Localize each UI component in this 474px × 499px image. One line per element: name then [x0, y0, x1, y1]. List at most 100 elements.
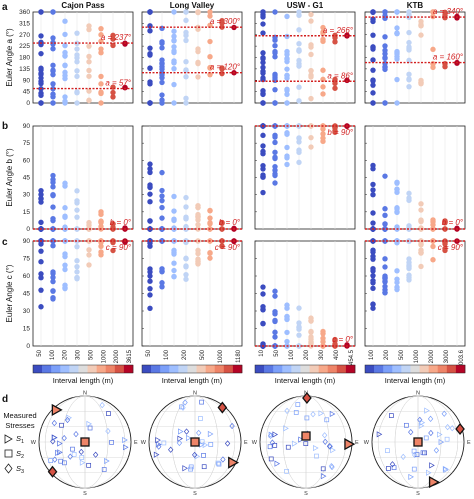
plot-area — [364, 11, 466, 104]
stereonet-point — [73, 430, 79, 438]
x-tick-label: 200 — [182, 349, 188, 360]
data-point — [171, 59, 177, 66]
data-point — [370, 9, 376, 15]
stereonet-point — [449, 425, 455, 432]
data-point — [260, 50, 266, 56]
compass-south: S — [193, 491, 197, 497]
stereonet-point — [389, 413, 394, 418]
data-point — [394, 76, 400, 83]
data-point — [320, 30, 326, 37]
data-point — [159, 238, 165, 244]
stereonet-point — [201, 453, 206, 458]
stereonet-point — [376, 431, 383, 438]
site-title: Long Valley — [170, 1, 215, 10]
data-point — [260, 64, 266, 71]
stereonet-point — [291, 440, 298, 447]
data-point — [418, 207, 424, 213]
stereonet-point — [220, 456, 226, 463]
data-point — [62, 72, 68, 79]
stereonet-point — [194, 453, 201, 460]
data-point — [159, 215, 165, 221]
data-point — [370, 265, 376, 272]
data-point — [159, 269, 165, 275]
data-point — [296, 27, 302, 33]
y-tick-label: 90 — [23, 77, 31, 84]
data-point — [272, 132, 278, 138]
data-point — [207, 53, 213, 60]
legend-label: S2 — [16, 449, 24, 460]
colorbar-segment — [142, 365, 152, 373]
data-point — [171, 100, 177, 106]
compass-east: E — [244, 440, 248, 446]
data-point — [418, 201, 424, 207]
stereonet-point — [285, 444, 291, 450]
data-point — [272, 317, 278, 324]
data-point — [171, 193, 177, 200]
data-point — [272, 139, 278, 146]
data-point — [260, 100, 266, 106]
stereonet-point — [201, 464, 207, 470]
data-point — [296, 63, 302, 69]
stereonet-point — [284, 407, 290, 414]
stereonet-point — [207, 430, 214, 438]
x-tick-label: 500 — [200, 349, 206, 360]
colorbar-frame — [32, 364, 134, 374]
compass-west: W — [31, 440, 37, 446]
data-point — [320, 339, 326, 345]
data-point — [38, 9, 44, 15]
data-point — [110, 238, 116, 244]
data-point — [183, 37, 189, 44]
data-point — [260, 56, 266, 62]
y-tick-label: 180 — [19, 55, 30, 62]
panel-label-c: c — [2, 237, 8, 248]
data-point — [62, 213, 68, 219]
data-point — [418, 32, 424, 38]
reference-annotation: a = 300° — [210, 17, 241, 26]
data-point — [98, 50, 104, 56]
stereonet-point — [92, 451, 99, 458]
x-tick-label: 1000 — [101, 349, 107, 363]
stereonet-point — [304, 415, 310, 421]
data-point — [86, 97, 92, 103]
data-point — [38, 41, 44, 48]
data-point — [38, 33, 44, 39]
data-point — [272, 329, 278, 335]
data-point — [171, 33, 177, 40]
reference-annotation: c = 90° — [438, 243, 464, 252]
stereonet-point — [414, 452, 420, 457]
y-tick-label: 15 — [23, 326, 31, 333]
data-point — [86, 88, 92, 94]
data-point — [207, 38, 213, 45]
x-tick-label: 500 — [88, 349, 94, 360]
data-point — [284, 131, 290, 137]
data-point — [296, 159, 302, 166]
data-point — [394, 180, 400, 186]
x-tick-label: 1180 — [236, 349, 242, 363]
data-point — [332, 80, 338, 87]
data-point — [332, 85, 338, 91]
colorbar-frame — [254, 364, 356, 374]
data-point — [296, 320, 302, 326]
data-point — [74, 188, 80, 194]
stereonet-point — [215, 460, 221, 466]
colorbar-segment — [300, 365, 310, 373]
data-point — [62, 262, 68, 268]
data-point — [147, 278, 153, 284]
data-point — [38, 50, 44, 57]
data-point — [50, 46, 56, 52]
y-tick-label: 0 — [26, 100, 30, 107]
data-point — [50, 296, 56, 302]
colorbar-segment — [123, 365, 134, 373]
data-point — [38, 219, 44, 226]
data-point — [308, 74, 314, 80]
data-point — [418, 218, 424, 225]
stereonet-point — [310, 411, 316, 418]
measured-s3-marker — [455, 422, 465, 436]
stereonet-point — [168, 446, 174, 453]
legend-square-icon — [4, 449, 13, 458]
data-point — [86, 252, 92, 258]
panel-label-a: a — [2, 2, 8, 13]
data-point — [260, 9, 266, 15]
x-tick-label: 3000 — [444, 349, 450, 363]
data-point — [159, 100, 165, 106]
